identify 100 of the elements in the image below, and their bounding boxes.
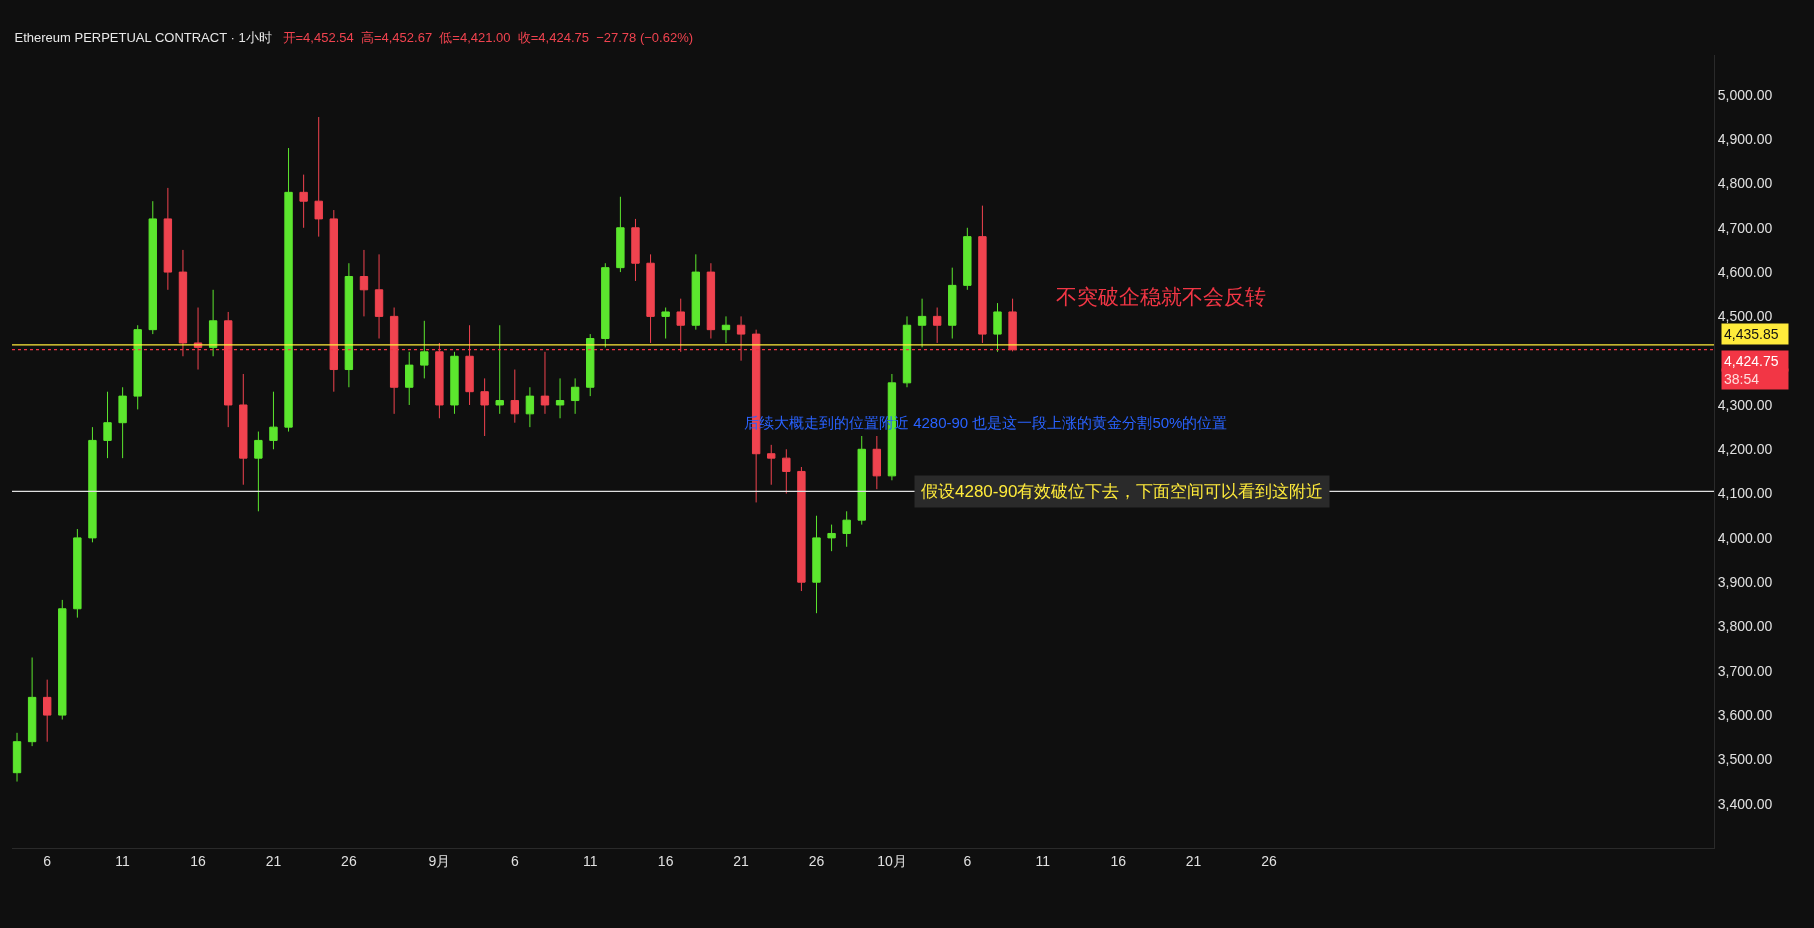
candlestick (857, 435, 866, 526)
candlestick (676, 298, 685, 353)
candlestick (902, 315, 912, 388)
y-tick-label: 5,000.00 (1717, 86, 1773, 103)
candlestick (148, 200, 157, 335)
candlestick (103, 391, 112, 459)
candlestick (1008, 298, 1017, 352)
x-tick-label: 6 (43, 852, 52, 869)
candlestick (284, 147, 293, 433)
candlestick (299, 174, 308, 229)
x-tick-label: 10月 (877, 852, 907, 869)
candlestick (736, 315, 746, 362)
x-tick-label: 9月 (428, 852, 451, 869)
candlestick (208, 289, 218, 357)
candlestick (239, 373, 248, 486)
y-tick-label: 3,800.00 (1717, 618, 1773, 635)
candlestick (178, 249, 188, 357)
y-tick-label: 4,800.00 (1717, 175, 1773, 192)
candlestick (344, 262, 354, 388)
x-tick-label: 16 (657, 852, 674, 869)
candlestick (193, 307, 203, 371)
candlestick (224, 311, 233, 428)
y-tick-label: 4,900.00 (1717, 131, 1773, 148)
ref-line-label: 4,435.85 (1724, 326, 1779, 342)
candlestick (269, 391, 278, 450)
x-tick-label: 26 (1261, 852, 1278, 869)
candlestick (767, 444, 776, 486)
candlestick (782, 448, 791, 495)
candlestick (88, 426, 97, 543)
x-tick-label: 21 (265, 852, 282, 869)
candlestick (978, 205, 987, 344)
candlestick (374, 253, 384, 340)
candlestick (27, 657, 37, 747)
y-tick-label: 4,300.00 (1717, 396, 1773, 413)
candlestick (525, 386, 535, 428)
candlestick (405, 351, 414, 406)
candlestick (540, 351, 550, 415)
text: 38:54 (1724, 371, 1760, 387)
x-tick-label: 11 (582, 852, 598, 869)
candlestick (917, 298, 927, 348)
x-tick-label: 16 (190, 852, 207, 869)
candlestick (812, 515, 821, 614)
ref-line-label: 假设4280-90有效破位下去，下面空间可以看到这附近 (921, 482, 1324, 501)
candlestick (314, 116, 323, 238)
y-tick-label: 3,400.00 (1717, 795, 1773, 812)
annotation: 不突破企稳就不会反转 (1056, 285, 1266, 308)
candlestick (932, 307, 942, 344)
candlestick (646, 253, 655, 344)
candlestick (510, 369, 519, 424)
candlestick (706, 262, 716, 340)
candlestick (601, 262, 610, 348)
candlestick (254, 431, 263, 512)
candlestick (963, 227, 972, 291)
candlestick (555, 377, 565, 419)
candlestick (389, 307, 399, 415)
candlestick (872, 435, 882, 490)
candlestick (691, 253, 701, 331)
x-tick-label: 21 (1185, 852, 1202, 869)
candlestick (842, 510, 851, 548)
candlestick (12, 732, 22, 783)
x-tick-label: 21 (733, 852, 750, 869)
candlestick (43, 679, 52, 743)
ref-line-label: 4,424.75 (1724, 353, 1779, 369)
candlestick (163, 187, 173, 291)
x-tick-label: 16 (1110, 852, 1127, 869)
x-tick-label: 11 (1035, 852, 1051, 869)
x-tick-label: 6 (510, 852, 519, 869)
x-tick-label: 6 (963, 852, 972, 869)
candlestick (133, 324, 142, 410)
candlestick (465, 324, 474, 406)
y-tick-label: 3,700.00 (1717, 662, 1773, 679)
candlestick (948, 267, 957, 340)
candlestick (495, 324, 504, 415)
candlestick (73, 528, 82, 619)
candlestick (450, 351, 459, 415)
y-tick-label: 4,000.00 (1717, 529, 1773, 546)
candlestick (480, 377, 489, 437)
y-tick-label: 3,900.00 (1717, 574, 1773, 591)
candlestick (661, 307, 670, 340)
x-tick-label: 26 (341, 852, 357, 869)
y-tick-label: 4,200.00 (1717, 441, 1773, 458)
candlestick (118, 386, 127, 459)
candlestick (827, 524, 836, 552)
candlestick (359, 249, 369, 317)
y-tick-label: 4,500.00 (1717, 308, 1773, 325)
y-tick-label: 3,600.00 (1717, 706, 1773, 723)
chart-subtitle: 开=4,452.54 高=4,452.67 低=4,421.00 收=4,424.75 −27.78 (−0.62%) (282, 29, 694, 45)
candlestick (631, 218, 640, 282)
candlestick (586, 333, 595, 397)
candlestick (616, 196, 625, 273)
y-tick-label: 4,600.00 (1717, 263, 1773, 280)
y-tick-label: 4,700.00 (1717, 219, 1773, 236)
x-tick-label: 26 (808, 852, 825, 869)
candlestick (993, 302, 1002, 353)
y-tick-label: 4,100.00 (1717, 485, 1773, 502)
candlestick (420, 320, 429, 379)
candlestick (721, 315, 731, 344)
candlestick (329, 209, 338, 393)
x-tick-label: 11 (115, 852, 131, 869)
candlestick (570, 377, 580, 415)
